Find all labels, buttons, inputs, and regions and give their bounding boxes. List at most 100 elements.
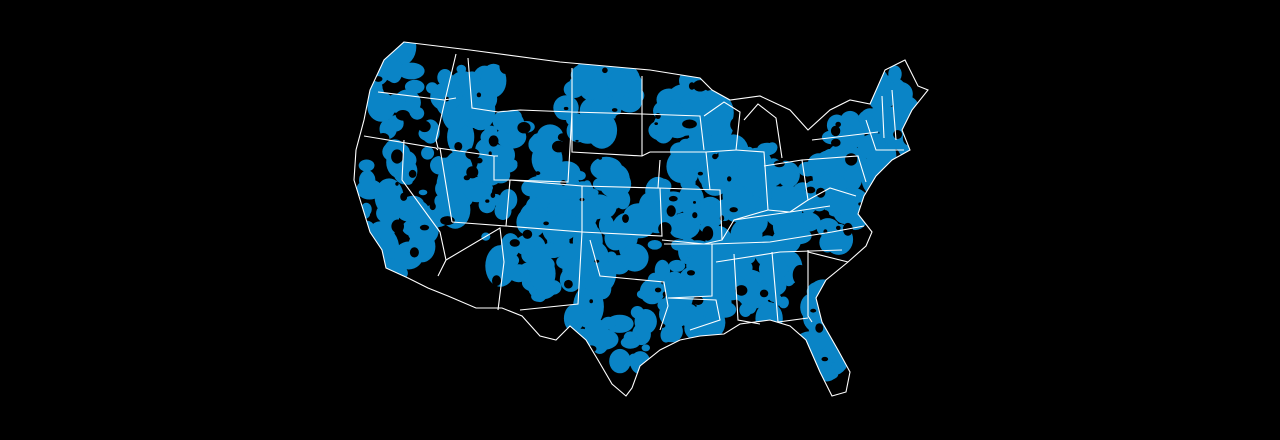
coverage-gap [815,323,824,333]
coverage-patch [760,236,786,256]
coverage-gap [878,171,891,187]
coverage-gap [693,65,707,75]
coverage-patch [358,159,375,172]
coverage-patch [358,42,372,55]
coverage-gap [777,339,785,345]
coverage-patch [660,327,672,343]
coverage-gap [552,140,566,153]
coverage-gap [642,52,648,58]
coverage-patch [647,240,662,250]
coverage-gap [490,192,496,198]
border-sc [807,251,849,263]
coverage-layer [354,42,923,395]
coverage-gap [678,345,688,356]
border-tn-south [715,249,843,263]
coverage-gap [419,224,430,231]
coverage-patch [576,117,601,136]
coverage-gap [914,355,923,361]
coverage-gap [687,270,695,276]
coverage-patch [641,344,650,352]
coverage-patch [775,251,786,259]
coverage-gap [665,46,675,57]
coverage-gap [454,142,463,151]
coverage-patch [563,304,585,333]
coverage-gap [668,195,678,202]
coverage-patch [668,259,686,272]
coverage-gap [393,330,409,349]
coverage-gap [391,149,404,164]
coverage-gap [585,352,593,358]
coverage-gap [632,166,642,177]
coverage-patch [836,124,860,153]
coverage-gap [564,279,573,289]
coverage-patch [359,170,376,191]
coverage-patch [841,306,851,314]
coverage-gap [735,285,748,296]
coverage-gap [851,272,864,283]
coverage-patch [528,132,560,156]
coverage-gap [810,308,817,313]
coverage-gap [563,106,569,111]
coverage-gap [429,202,436,211]
coverage-patch [648,120,674,141]
coverage-patch [385,94,406,113]
coverage-patch [364,44,383,70]
coverage-patch [354,62,357,71]
coverage-patch [668,214,688,238]
coverage-patch [377,218,395,242]
coverage-gap [372,270,384,281]
border-ar [664,243,713,299]
coverage-gap [509,103,515,107]
coverage-patch [602,76,611,84]
border-az [445,227,505,311]
coverage-patch [354,64,359,89]
coverage-patch [704,308,726,337]
border-ks-ok [581,187,663,237]
coverage-patch [478,196,496,214]
coverage-gap [518,54,530,68]
coverage-patch [871,110,886,120]
coverage-patch [653,99,684,123]
coverage-gap [543,221,549,226]
coverage-patch [430,156,449,175]
coverage-patch [736,157,768,189]
coverage-patch [506,131,521,147]
coverage-patch [884,88,893,95]
coverage-patch [354,42,368,63]
border-mi [743,103,783,159]
coverage-patch [499,145,515,166]
border-or-ca-nv [363,135,439,151]
coverage-gap [654,287,662,293]
coverage-patch [600,56,614,67]
coverage-patch [592,68,602,79]
coverage-gap [409,247,419,258]
coverage-patch [613,226,632,249]
coverage-patch [843,169,863,183]
coverage-gap [904,251,919,265]
coverage-patch [739,303,752,317]
coverage-gap [837,61,847,70]
coverage-patch [609,348,631,374]
coverage-patch [590,156,623,181]
border-wi [703,101,741,153]
border-ga-fl [807,250,813,323]
coverage-gap [488,135,499,147]
coverage-gap [864,216,869,221]
coverage-patch [396,52,409,61]
coverage-gap [463,358,476,372]
coverage-patch [354,61,356,77]
coverage-gap [457,358,473,371]
coverage-gap [422,335,438,351]
coverage-gap [830,125,841,137]
coverage-patch [685,308,705,332]
coverage-gap [469,344,484,356]
coverage-patch [857,134,886,159]
coverage-patch [475,139,493,162]
coverage-gap [893,130,903,139]
border-new-england [865,119,904,151]
coverage-patch [830,307,860,336]
coverage-patch [830,282,846,301]
coverage-gap [773,352,788,368]
coverage-gap [902,131,915,146]
coverage-patch [552,161,581,185]
